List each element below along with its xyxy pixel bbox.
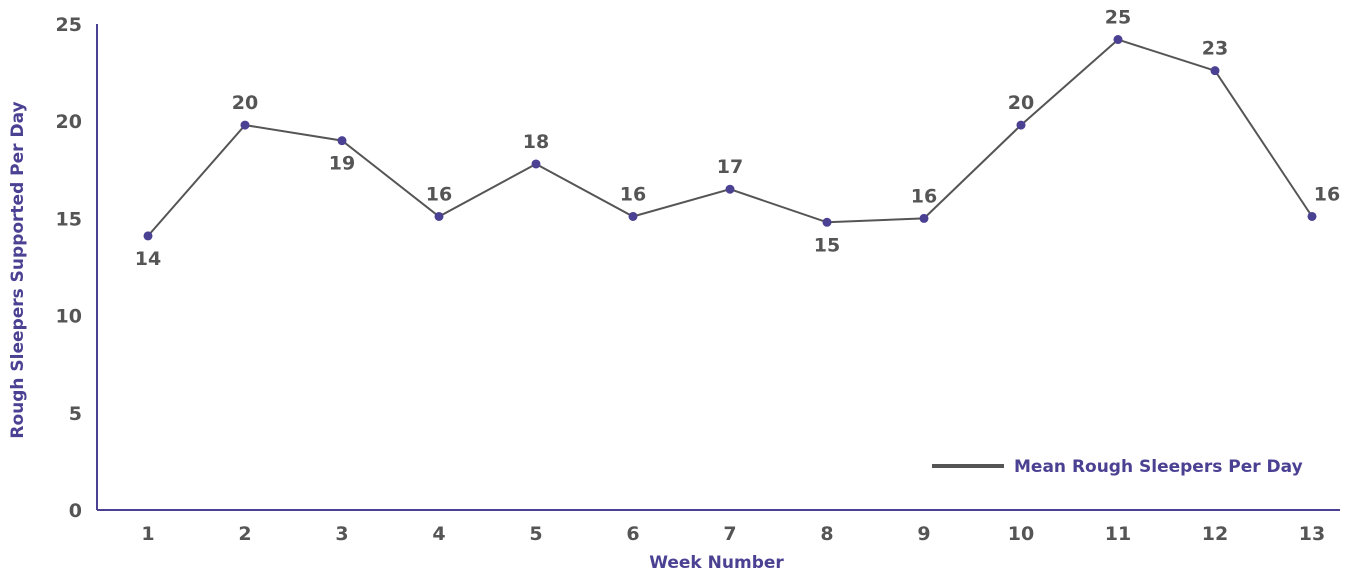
data-point [1210, 66, 1220, 76]
x-tick-label: 7 [723, 523, 736, 545]
x-tick-label: 5 [529, 523, 542, 545]
y-tick-label: 5 [69, 403, 82, 425]
data-point [725, 184, 735, 194]
data-label: 17 [717, 156, 743, 178]
data-label: 14 [135, 248, 161, 270]
x-axis-title: Week Number [649, 553, 784, 573]
x-axis-ticks: 1 2 3 4 5 6 7 8 9 10 11 12 13 [141, 523, 1325, 545]
y-tick-label: 0 [69, 500, 82, 522]
y-tick-label: 10 [56, 306, 82, 328]
x-tick-label: 6 [626, 523, 639, 545]
data-point [434, 211, 444, 221]
data-point [337, 136, 347, 146]
data-label: 16 [911, 185, 937, 207]
x-tick-label: 4 [432, 523, 445, 545]
legend: Mean Rough Sleepers Per Day [932, 457, 1303, 477]
data-point [1307, 211, 1317, 221]
x-tick-label: 1 [141, 523, 154, 545]
data-label: 18 [523, 131, 549, 153]
data-label: 20 [1008, 92, 1034, 114]
data-label: 16 [1314, 183, 1340, 205]
x-tick-label: 2 [238, 523, 251, 545]
data-label: 25 [1105, 7, 1131, 29]
y-tick-label: 20 [56, 111, 82, 133]
data-point [1113, 35, 1123, 45]
x-tick-label: 11 [1105, 523, 1131, 545]
y-axis-ticks: 0 5 10 15 20 25 [56, 14, 82, 522]
x-tick-label: 9 [917, 523, 930, 545]
series-line [147, 38, 1313, 237]
data-point [143, 231, 153, 241]
x-tick-label: 3 [335, 523, 348, 545]
data-point [1016, 120, 1026, 130]
data-point [531, 159, 541, 169]
data-labels: 14 20 19 16 18 16 17 15 16 20 25 23 16 [135, 7, 1340, 270]
y-tick-label: 15 [56, 208, 82, 230]
data-label: 23 [1202, 38, 1228, 60]
data-label: 20 [232, 92, 258, 114]
series-markers [143, 35, 1317, 241]
x-tick-label: 12 [1202, 523, 1228, 545]
data-label: 19 [329, 153, 355, 175]
legend-label: Mean Rough Sleepers Per Day [1014, 457, 1303, 477]
y-tick-label: 25 [56, 14, 82, 36]
data-point [240, 120, 250, 130]
data-point [628, 211, 638, 221]
y-axis-title: Rough Sleepers Supported Per Day [8, 101, 28, 438]
x-tick-label: 8 [820, 523, 833, 545]
data-label: 15 [814, 234, 840, 256]
data-point [919, 213, 929, 223]
x-tick-label: 13 [1299, 523, 1325, 545]
data-point [822, 217, 832, 227]
x-tick-label: 10 [1008, 523, 1034, 545]
data-label: 16 [426, 183, 452, 205]
data-label: 16 [620, 183, 646, 205]
